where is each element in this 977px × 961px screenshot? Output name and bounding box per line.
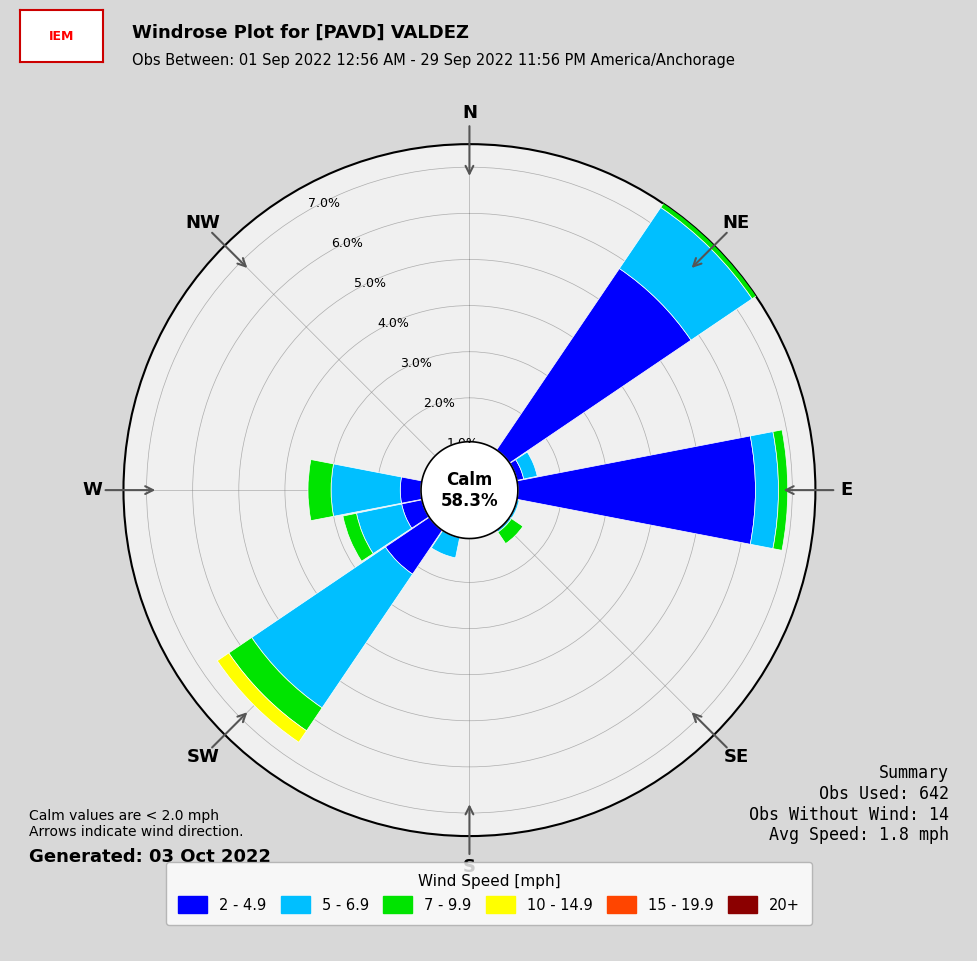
Bar — [497, 519, 523, 544]
Text: Calm values are < 2.0 mph
Arrows indicate wind direction.: Calm values are < 2.0 mph Arrows indicat… — [29, 809, 243, 839]
Text: Calm
58.3%: Calm 58.3% — [441, 471, 497, 509]
Text: Windrose Plot for [PAVD] VALDEZ: Windrose Plot for [PAVD] VALDEZ — [132, 24, 468, 42]
Bar — [431, 529, 460, 558]
Bar — [457, 479, 469, 490]
Text: IEM: IEM — [49, 30, 73, 42]
Bar — [660, 188, 771, 299]
Bar — [433, 470, 449, 485]
Bar — [251, 547, 412, 708]
Bar — [515, 452, 536, 479]
Bar — [444, 490, 469, 535]
Bar — [475, 450, 491, 467]
Bar — [469, 459, 523, 490]
Bar — [472, 502, 485, 517]
Bar — [331, 464, 402, 516]
Bar — [772, 430, 786, 551]
Bar — [217, 653, 306, 742]
Bar — [229, 637, 321, 730]
Bar — [462, 513, 476, 527]
Bar — [343, 513, 373, 561]
Bar — [446, 478, 469, 490]
Bar — [465, 490, 473, 513]
Text: Generated: 03 Oct 2022: Generated: 03 Oct 2022 — [29, 848, 271, 866]
Bar — [469, 268, 691, 490]
Bar — [618, 208, 751, 340]
Bar — [469, 490, 505, 510]
Legend: 2 - 4.9, 5 - 6.9, 7 - 9.9, 10 - 14.9, 15 - 19.9, 20+: 2 - 4.9, 5 - 6.9, 7 - 9.9, 10 - 14.9, 15… — [166, 862, 811, 924]
Bar — [749, 431, 778, 549]
Bar — [356, 504, 411, 554]
Text: Obs Between: 01 Sep 2022 12:56 AM - 29 Sep 2022 11:56 PM America/Anchorage: Obs Between: 01 Sep 2022 12:56 AM - 29 S… — [132, 53, 734, 68]
Bar — [485, 505, 511, 532]
Polygon shape — [420, 442, 518, 538]
Bar — [469, 436, 754, 544]
Bar — [402, 490, 469, 529]
Bar — [469, 490, 491, 513]
Bar — [449, 471, 461, 482]
Bar — [499, 498, 519, 518]
Bar — [308, 459, 333, 521]
Bar — [466, 477, 472, 490]
Bar — [461, 477, 469, 490]
Bar — [400, 477, 469, 504]
Bar — [469, 463, 485, 490]
Text: Summary
Obs Used: 642
Obs Without Wind: 14
Avg Speed: 1.8 mph: Summary Obs Used: 642 Obs Without Wind: … — [748, 764, 948, 845]
Bar — [469, 490, 477, 504]
Bar — [385, 490, 469, 574]
